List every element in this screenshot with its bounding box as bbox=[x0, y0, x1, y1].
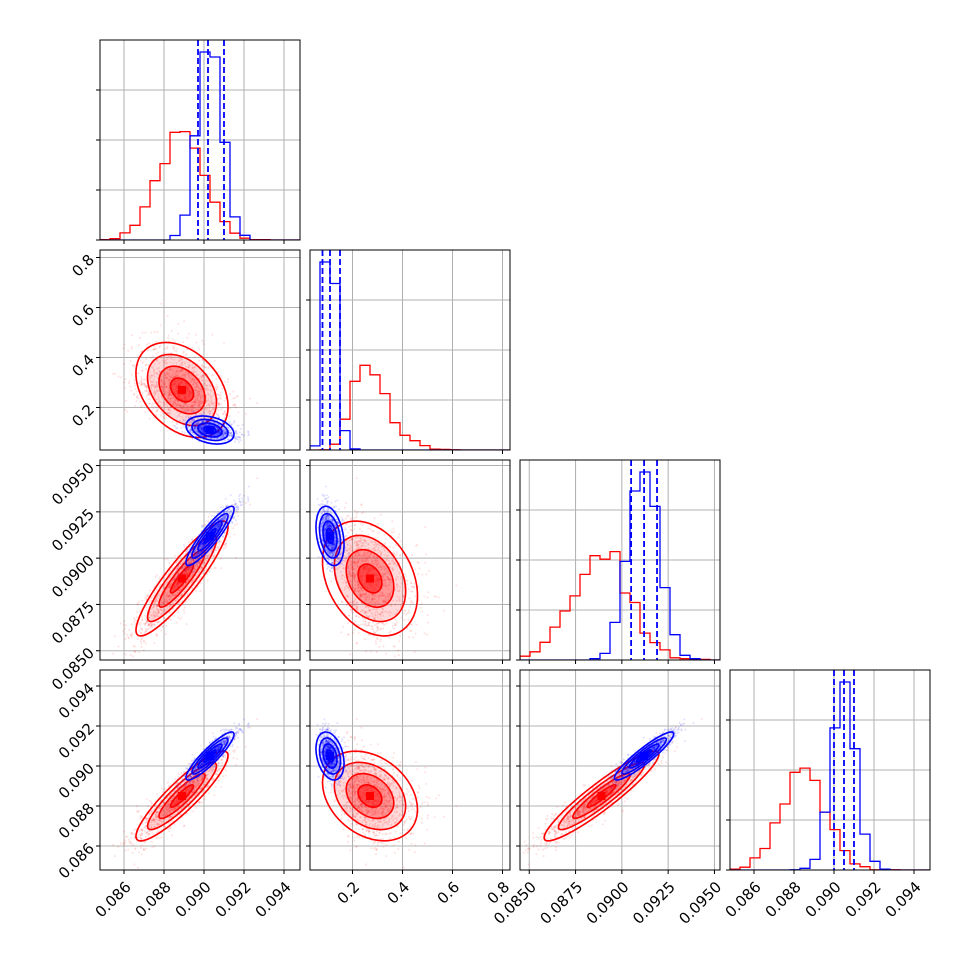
y-tick-label: 0.8 bbox=[68, 251, 98, 281]
y-tick-label: 0.090 bbox=[55, 759, 98, 802]
density-peak bbox=[178, 792, 186, 800]
x-tick-label: 0.090 bbox=[802, 878, 845, 921]
density-peak bbox=[640, 752, 648, 760]
x-tick-label: 0.6 bbox=[434, 878, 464, 908]
x-tick-label: 0.086 bbox=[722, 878, 765, 921]
y-tick-label: 0.2 bbox=[68, 401, 98, 431]
y-tick-label: 0.0925 bbox=[48, 505, 98, 555]
x-tick-label: 0.092 bbox=[212, 878, 255, 921]
x-tick-label: 0.0875 bbox=[536, 878, 586, 928]
y-tick-label: 0.088 bbox=[55, 799, 98, 842]
y-tick-label: 0.4 bbox=[68, 351, 98, 381]
density-peak bbox=[206, 426, 214, 434]
panel-1-0: 0.2 0.4 0.6 0.8 bbox=[68, 250, 300, 456]
density-peak bbox=[206, 532, 214, 540]
density-peak bbox=[178, 575, 186, 583]
x-tick-label: 0.094 bbox=[252, 878, 295, 921]
x-tick-label: 0.088 bbox=[132, 878, 175, 921]
x-tick-label: 0.092 bbox=[842, 878, 885, 921]
y-tick-label: 0.0875 bbox=[48, 598, 98, 648]
y-tick-label: 0.0900 bbox=[48, 551, 98, 601]
panel-2-1 bbox=[303, 460, 510, 674]
density-peak bbox=[597, 792, 605, 800]
y-tick-label: 0.086 bbox=[55, 839, 98, 882]
x-tick-label: 0.0900 bbox=[583, 878, 633, 928]
x-tick-label: 0.090 bbox=[172, 878, 215, 921]
panel-3-0: 0.0860.0880.0900.0920.0940.0860.0880.090… bbox=[55, 670, 300, 921]
x-tick-label: 0.0950 bbox=[675, 878, 725, 928]
density-peak bbox=[206, 752, 214, 760]
density-peak bbox=[326, 752, 334, 760]
density-peak bbox=[326, 532, 334, 540]
panel-1-1 bbox=[306, 250, 510, 454]
y-tick-label: 0.6 bbox=[68, 301, 98, 331]
density-peak bbox=[366, 575, 374, 583]
y-tick-label: 0.092 bbox=[55, 719, 98, 762]
x-tick-label: 0.094 bbox=[882, 878, 925, 921]
x-tick-label: 0.4 bbox=[384, 878, 414, 908]
density-peak bbox=[366, 792, 374, 800]
x-tick-label: 0.2 bbox=[334, 878, 364, 908]
x-tick-label: 0.086 bbox=[92, 878, 135, 921]
x-tick-label: 0.088 bbox=[762, 878, 805, 921]
x-tick-label: 0.0925 bbox=[629, 878, 679, 928]
y-tick-label: 0.0950 bbox=[48, 459, 98, 509]
panel-0-0 bbox=[96, 40, 300, 244]
density-peak bbox=[178, 386, 186, 394]
panel-2-2 bbox=[516, 460, 720, 664]
